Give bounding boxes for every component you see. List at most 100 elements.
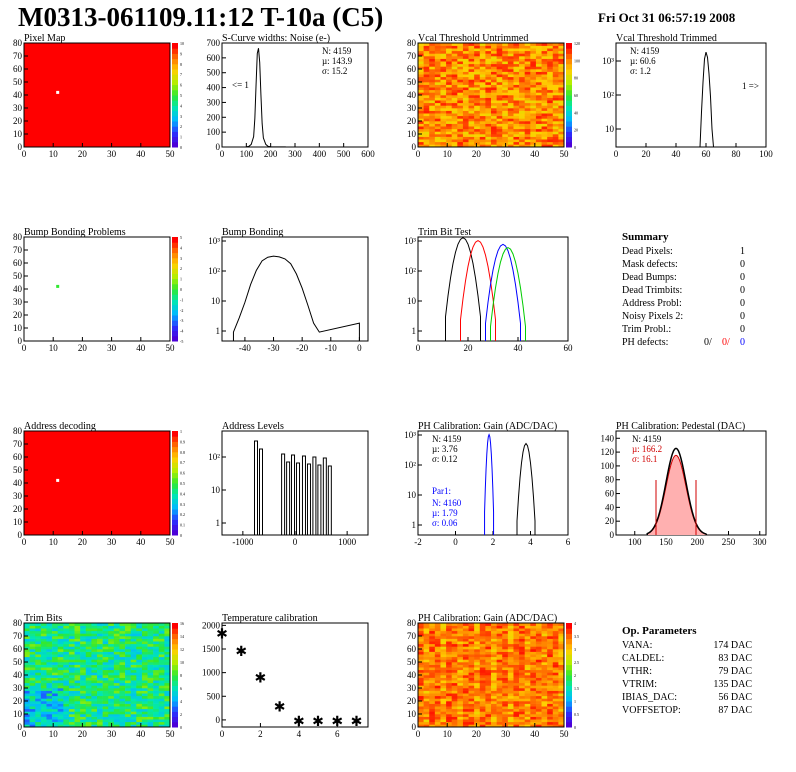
heatmap-cell (519, 82, 525, 85)
heatmap-cell (418, 630, 424, 634)
trim-series-0 (445, 237, 481, 341)
heatmap-cell (434, 121, 441, 124)
heatmap-cell (97, 706, 103, 710)
heatmap-cell (496, 121, 503, 124)
heatmap-cell (535, 643, 542, 647)
color-scale-label: 6 (180, 83, 182, 88)
heatmap-cell (547, 706, 554, 710)
heatmap-cell (547, 136, 554, 140)
heatmap-cell (158, 703, 165, 707)
heatmap-cell (530, 690, 537, 694)
heatmap-cell (552, 662, 559, 665)
heatmap-cell (451, 126, 458, 130)
heatmap-cell (119, 680, 126, 684)
heatmap-cell (474, 630, 481, 634)
heatmap-cell (541, 50, 548, 54)
color-scale-label: 0.5 (180, 481, 185, 486)
heatmap-cell (418, 672, 424, 676)
heatmap-cell (418, 89, 424, 93)
heatmap-cell (141, 633, 148, 637)
heatmap-cell (485, 708, 492, 712)
y-tick-label: 80 (605, 475, 615, 485)
heatmap-cell (541, 708, 548, 712)
summary-label: Dead Trimbits: (622, 285, 682, 296)
heatmap-cell (541, 716, 548, 720)
heatmap-cell (158, 633, 165, 637)
par-stat-line: µ: 1.79 (432, 508, 458, 518)
heatmap-cell (462, 719, 469, 723)
heatmap-cell (519, 703, 525, 707)
y-tick-label: 20 (13, 310, 23, 320)
heatmap-cell (451, 633, 458, 637)
heatmap-cell (153, 664, 160, 668)
heatmap-cell (535, 92, 542, 96)
heatmap-cell (507, 669, 514, 673)
color-scale-cell (172, 711, 178, 718)
heatmap-cell (440, 66, 447, 70)
heatmap-cell (513, 43, 520, 46)
color-scale-label: 14 (180, 634, 184, 639)
heatmap-cell (125, 682, 131, 686)
heatmap-cell (535, 669, 542, 673)
heatmap-cell (147, 693, 154, 697)
heatmap-cell (108, 654, 115, 658)
heatmap-cell (552, 123, 559, 127)
heatmap-cell (547, 118, 554, 122)
heatmap-cell (541, 656, 548, 660)
heatmap-cell (429, 649, 436, 652)
heatmap-cell (429, 625, 436, 629)
heatmap-cell (468, 643, 475, 647)
heatmap-cell (108, 636, 115, 639)
heatmap-cell (558, 141, 565, 145)
heatmap-cell (462, 695, 469, 699)
color-scale-label: 2 (574, 673, 576, 678)
heatmap-cell (136, 649, 143, 652)
stat-line: µ: 143.9 (322, 56, 353, 66)
heatmap-cell (91, 646, 98, 650)
heatmap-cell (507, 630, 514, 634)
heatmap-cell (35, 654, 42, 658)
heatmap-cell (507, 672, 514, 676)
par-stat-line: σ: 0.06 (432, 518, 458, 528)
heatmap-cell (141, 651, 148, 655)
heatmap-cell (519, 716, 525, 720)
heatmap-cell (558, 701, 565, 704)
heatmap-cell (125, 669, 131, 673)
heatmap-cell (46, 625, 53, 629)
heatmap-cell (102, 654, 109, 658)
color-scale-label: 16 (180, 621, 184, 626)
heatmap-cell (462, 128, 469, 132)
heatmap-cell (519, 95, 525, 98)
heatmap-cell (479, 628, 486, 632)
heatmap-cell (513, 721, 520, 725)
heatmap-cell (113, 695, 120, 699)
color-scale-cell (172, 84, 178, 91)
heatmap-cell (519, 659, 525, 663)
heatmap-cell (57, 680, 64, 684)
heatmap-cell (496, 706, 503, 710)
color-scale-label: 0.5 (574, 712, 579, 717)
heatmap-cell (80, 636, 87, 639)
heatmap-cell (530, 58, 537, 62)
heatmap-cell (40, 706, 47, 710)
heatmap-cell (547, 701, 554, 704)
heatmap-cell (547, 628, 554, 632)
heatmap-cell (552, 706, 559, 710)
heatmap-cell (164, 633, 171, 637)
heatmap-cell (85, 672, 92, 676)
heatmap-cell (513, 92, 520, 96)
heatmap-cell (46, 708, 53, 712)
heatmap-cell (491, 115, 497, 119)
heatmap-cell (113, 682, 120, 686)
heatmap-cell (440, 630, 447, 634)
heatmap-cell (35, 698, 42, 702)
heatmap-cell (434, 113, 441, 117)
heatmap-cell (147, 672, 154, 676)
heatmap-cell (530, 108, 537, 111)
heatmap-cell (451, 719, 458, 723)
heatmap-cell (507, 638, 514, 642)
heatmap-cell (446, 123, 452, 127)
heatmap-cell (457, 628, 464, 632)
heatmap-cell (147, 695, 154, 699)
heatmap-cell (440, 74, 447, 78)
